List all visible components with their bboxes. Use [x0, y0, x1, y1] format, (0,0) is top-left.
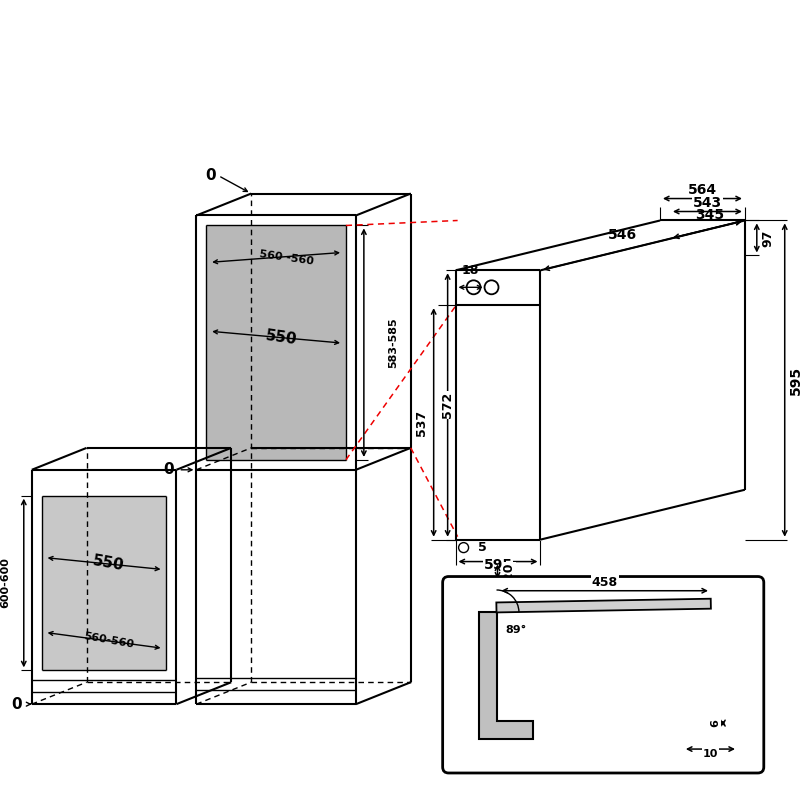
Polygon shape — [206, 226, 346, 460]
Text: 10: 10 — [702, 749, 718, 759]
Text: 0: 0 — [205, 168, 215, 183]
Text: 550: 550 — [91, 554, 126, 574]
Polygon shape — [478, 613, 534, 739]
Text: 0: 0 — [163, 462, 174, 478]
Text: 572: 572 — [441, 392, 454, 418]
Text: 600-600: 600-600 — [0, 558, 10, 609]
Text: 5: 5 — [478, 541, 486, 554]
Text: 595: 595 — [483, 558, 513, 571]
Text: 89°: 89° — [506, 626, 527, 635]
Text: 543: 543 — [693, 195, 722, 210]
Text: 560 -560: 560 -560 — [258, 249, 314, 266]
Text: 546: 546 — [608, 229, 637, 242]
Text: 537: 537 — [414, 410, 428, 435]
Text: 550: 550 — [264, 329, 298, 348]
Text: 564: 564 — [688, 182, 717, 197]
Text: 560-560: 560-560 — [82, 631, 134, 650]
Text: 583-585: 583-585 — [388, 318, 398, 368]
Text: 0: 0 — [11, 697, 22, 712]
Text: 97: 97 — [762, 230, 774, 246]
Text: 345: 345 — [695, 209, 725, 222]
Text: 18: 18 — [462, 264, 479, 278]
Polygon shape — [496, 598, 711, 613]
Polygon shape — [42, 496, 166, 670]
FancyBboxPatch shape — [442, 577, 764, 773]
Text: 6: 6 — [710, 719, 720, 727]
Text: 458: 458 — [592, 576, 618, 589]
Text: 20: 20 — [502, 562, 515, 580]
Text: 595: 595 — [789, 366, 800, 394]
